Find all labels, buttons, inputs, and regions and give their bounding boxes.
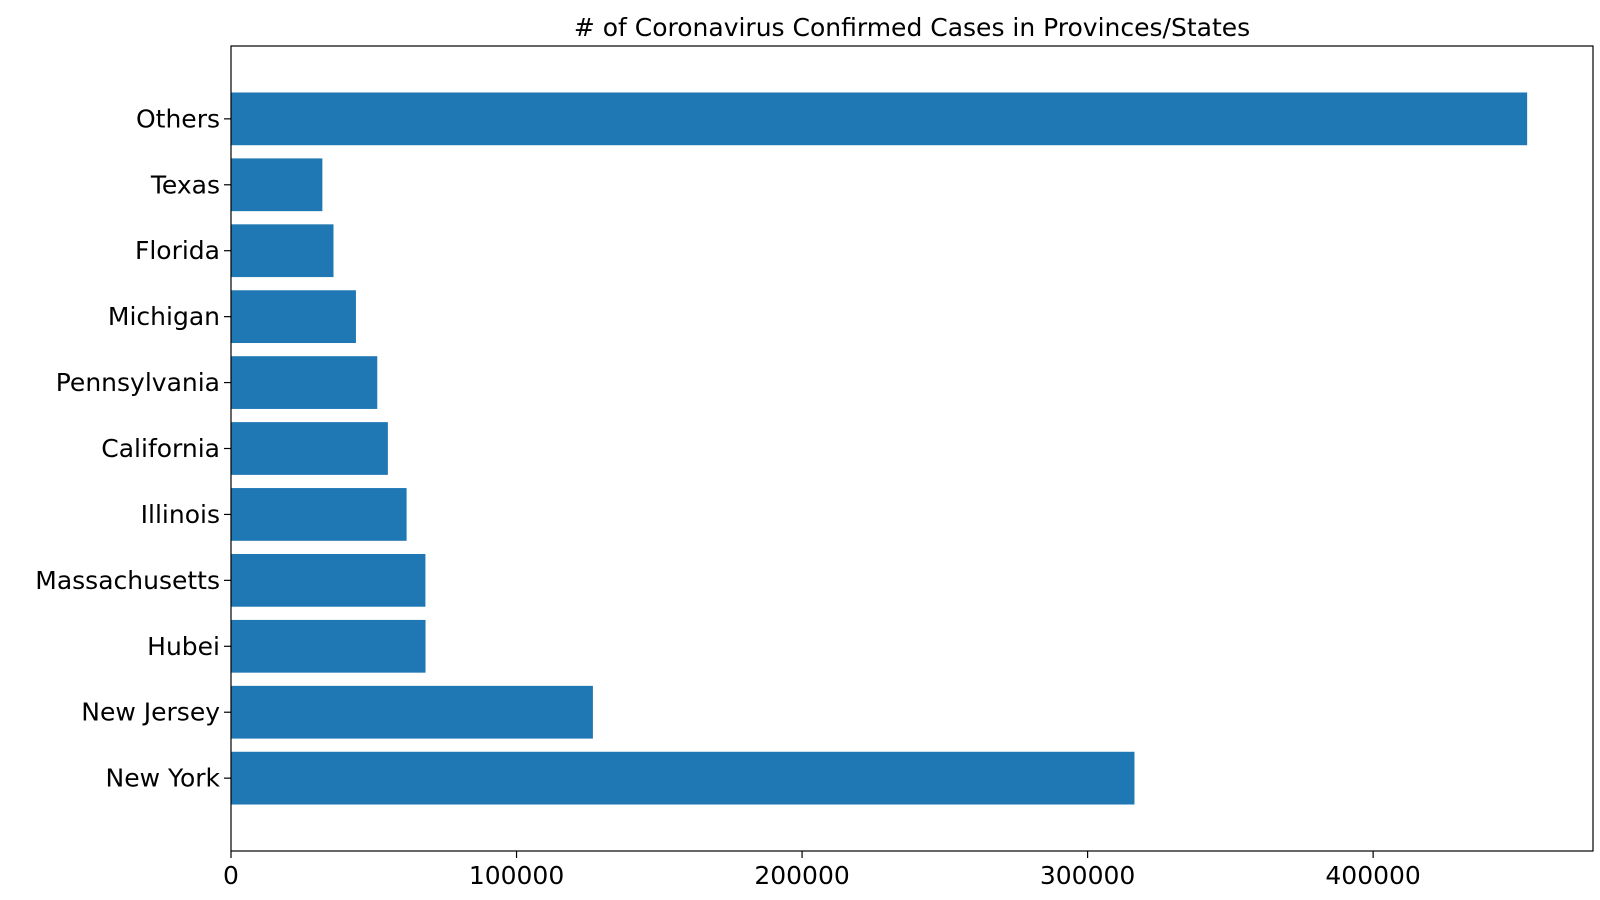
chart-title: # of Coronavirus Confirmed Cases in Prov… <box>574 13 1250 42</box>
x-tick-label: 100000 <box>469 861 564 890</box>
bar-texas <box>231 158 323 212</box>
bar-hubei <box>231 619 426 673</box>
y-tick-label: Illinois <box>141 500 220 529</box>
y-tick-label: Texas <box>150 170 220 199</box>
y-tick-label: Florida <box>135 236 220 265</box>
bar-new-jersey <box>231 685 593 739</box>
bar-florida <box>231 224 334 278</box>
y-tick-label: New Jersey <box>81 698 220 727</box>
bar-illinois <box>231 488 407 541</box>
y-tick-label: Others <box>136 104 220 133</box>
bar-others <box>231 92 1528 146</box>
bar-california <box>231 422 388 475</box>
y-tick-label: Pennsylvania <box>56 368 220 397</box>
y-tick-label: California <box>101 434 220 463</box>
x-tick-label: 200000 <box>754 861 849 890</box>
x-tick-label: 400000 <box>1325 861 1420 890</box>
bar-pennsylvania <box>231 356 378 409</box>
bar-new-york <box>231 751 1135 805</box>
x-tick-label: 0 <box>223 861 239 890</box>
bar-michigan <box>231 290 356 344</box>
plot-frame <box>230 45 1594 852</box>
y-tick-label: Hubei <box>147 632 220 661</box>
y-tick-label: Michigan <box>108 302 220 331</box>
x-axis: 0 100000 200000 300000 400000 <box>223 851 1421 890</box>
y-tick-label: New York <box>106 764 221 793</box>
x-tick-label: 300000 <box>1040 861 1135 890</box>
y-axis: New York New Jersey Hubei Massachusetts Illi… <box>35 104 231 793</box>
y-tick-label: Massachusetts <box>35 566 220 595</box>
bar-massachusetts <box>231 553 426 607</box>
bars-layer <box>231 92 1528 805</box>
